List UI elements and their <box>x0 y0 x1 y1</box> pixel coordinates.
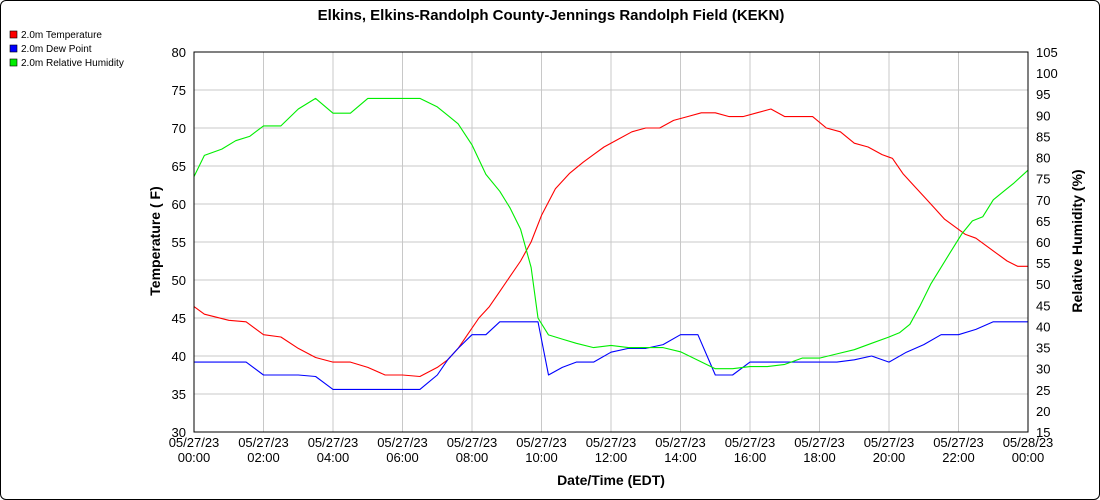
y-left-tick-label: 30 <box>172 425 186 440</box>
x-tick-time-label: 18:00 <box>803 450 836 465</box>
x-tick-date-label: 05/27/23 <box>655 435 706 450</box>
x-tick-time-label: 20:00 <box>873 450 906 465</box>
series-2-0m-relative-humidity <box>193 97 1029 370</box>
x-tick-time-label: 00:00 <box>178 450 211 465</box>
x-tick-time-label: 22:00 <box>942 450 975 465</box>
y-left-tick-label: 35 <box>172 387 186 402</box>
legend-swatch <box>9 30 18 39</box>
x-tick-time-label: 00:00 <box>1012 450 1045 465</box>
y-axis-left-label: Temperature ( F) <box>147 186 163 295</box>
x-tick-date-label: 05/27/23 <box>794 435 845 450</box>
legend: 2.0m Temperature 2.0m Dew Point 2.0m Relat… <box>9 30 124 69</box>
y-right-tick-label: 50 <box>1036 277 1050 292</box>
x-tick-time-label: 04:00 <box>317 450 350 465</box>
y-right-tick-label: 90 <box>1036 108 1050 123</box>
y-right-tick-label: 70 <box>1036 193 1050 208</box>
x-tick-time-label: 10:00 <box>525 450 558 465</box>
x-tick-date-label: 05/27/23 <box>586 435 637 450</box>
y-right-tick-label: 15 <box>1036 425 1050 440</box>
y-right-tick-label: 75 <box>1036 172 1050 187</box>
y-right-tick-label: 30 <box>1036 362 1050 377</box>
chart-title: Elkins, Elkins-Randolph County-Jennings … <box>318 7 785 24</box>
y-left-tick-label: 40 <box>172 349 186 364</box>
y-left-tick-label: 70 <box>172 121 186 136</box>
y-right-tick-label: 20 <box>1036 404 1050 419</box>
plot-border <box>193 51 1029 433</box>
tick-labels: 30 35 40 45 50 55 60 65 70 75 80 15 20 25 30 35 40 45 50 55… <box>169 45 1058 465</box>
y-right-tick-label: 65 <box>1036 214 1050 229</box>
x-tick-time-label: 12:00 <box>595 450 628 465</box>
y-left-tick-label: 50 <box>172 273 186 288</box>
y-left-tick-label: 60 <box>172 197 186 212</box>
y-axis-right-label: Relative Humidity (%) <box>1069 169 1085 312</box>
x-tick-date-label: 05/27/23 <box>864 435 915 450</box>
y-left-tick-label: 75 <box>172 83 186 98</box>
x-tick-date-label: 05/27/23 <box>169 435 220 450</box>
y-right-tick-label: 95 <box>1036 87 1050 102</box>
grid <box>193 51 1029 433</box>
x-tick-time-label: 14:00 <box>664 450 697 465</box>
legend-swatch <box>9 58 18 67</box>
y-right-tick-label: 55 <box>1036 256 1050 271</box>
x-axis-label: Date/Time (EDT) <box>557 472 665 488</box>
x-tick-time-label: 16:00 <box>734 450 767 465</box>
x-tick-date-label: 05/27/23 <box>238 435 289 450</box>
legend-label: 2.0m Temperature <box>21 30 102 41</box>
x-tick-date-label: 05/27/23 <box>516 435 567 450</box>
series-2-0m-dew-point <box>194 321 1028 390</box>
y-right-tick-label: 85 <box>1036 129 1050 144</box>
y-right-tick-label: 105 <box>1036 45 1058 60</box>
y-right-tick-label: 60 <box>1036 235 1050 250</box>
y-right-tick-label: 80 <box>1036 151 1050 166</box>
y-left-tick-label: 45 <box>172 311 186 326</box>
x-tick-time-label: 02:00 <box>247 450 280 465</box>
legend-label: 2.0m Dew Point <box>21 44 92 55</box>
series-2-0m-temperature <box>193 108 1028 378</box>
x-tick-time-label: 08:00 <box>456 450 489 465</box>
x-tick-date-label: 05/28/23 <box>1003 435 1054 450</box>
series-lines <box>193 97 1029 390</box>
legend-swatch <box>9 44 18 53</box>
y-right-tick-label: 25 <box>1036 383 1050 398</box>
y-right-tick-label: 35 <box>1036 341 1050 356</box>
y-right-tick-label: 40 <box>1036 319 1050 334</box>
y-left-tick-label: 65 <box>172 159 186 174</box>
x-tick-date-label: 05/27/23 <box>447 435 498 450</box>
y-right-tick-label: 45 <box>1036 298 1050 313</box>
y-right-tick-label: 100 <box>1036 66 1058 81</box>
y-left-tick-label: 55 <box>172 235 186 250</box>
x-tick-date-label: 05/27/23 <box>933 435 984 450</box>
legend-label: 2.0m Relative Humidity <box>21 58 124 69</box>
x-tick-time-label: 06:00 <box>386 450 419 465</box>
x-tick-date-label: 05/27/23 <box>377 435 428 450</box>
x-tick-date-label: 05/27/23 <box>308 435 359 450</box>
x-tick-date-label: 05/27/23 <box>725 435 776 450</box>
y-left-tick-label: 80 <box>172 45 186 60</box>
